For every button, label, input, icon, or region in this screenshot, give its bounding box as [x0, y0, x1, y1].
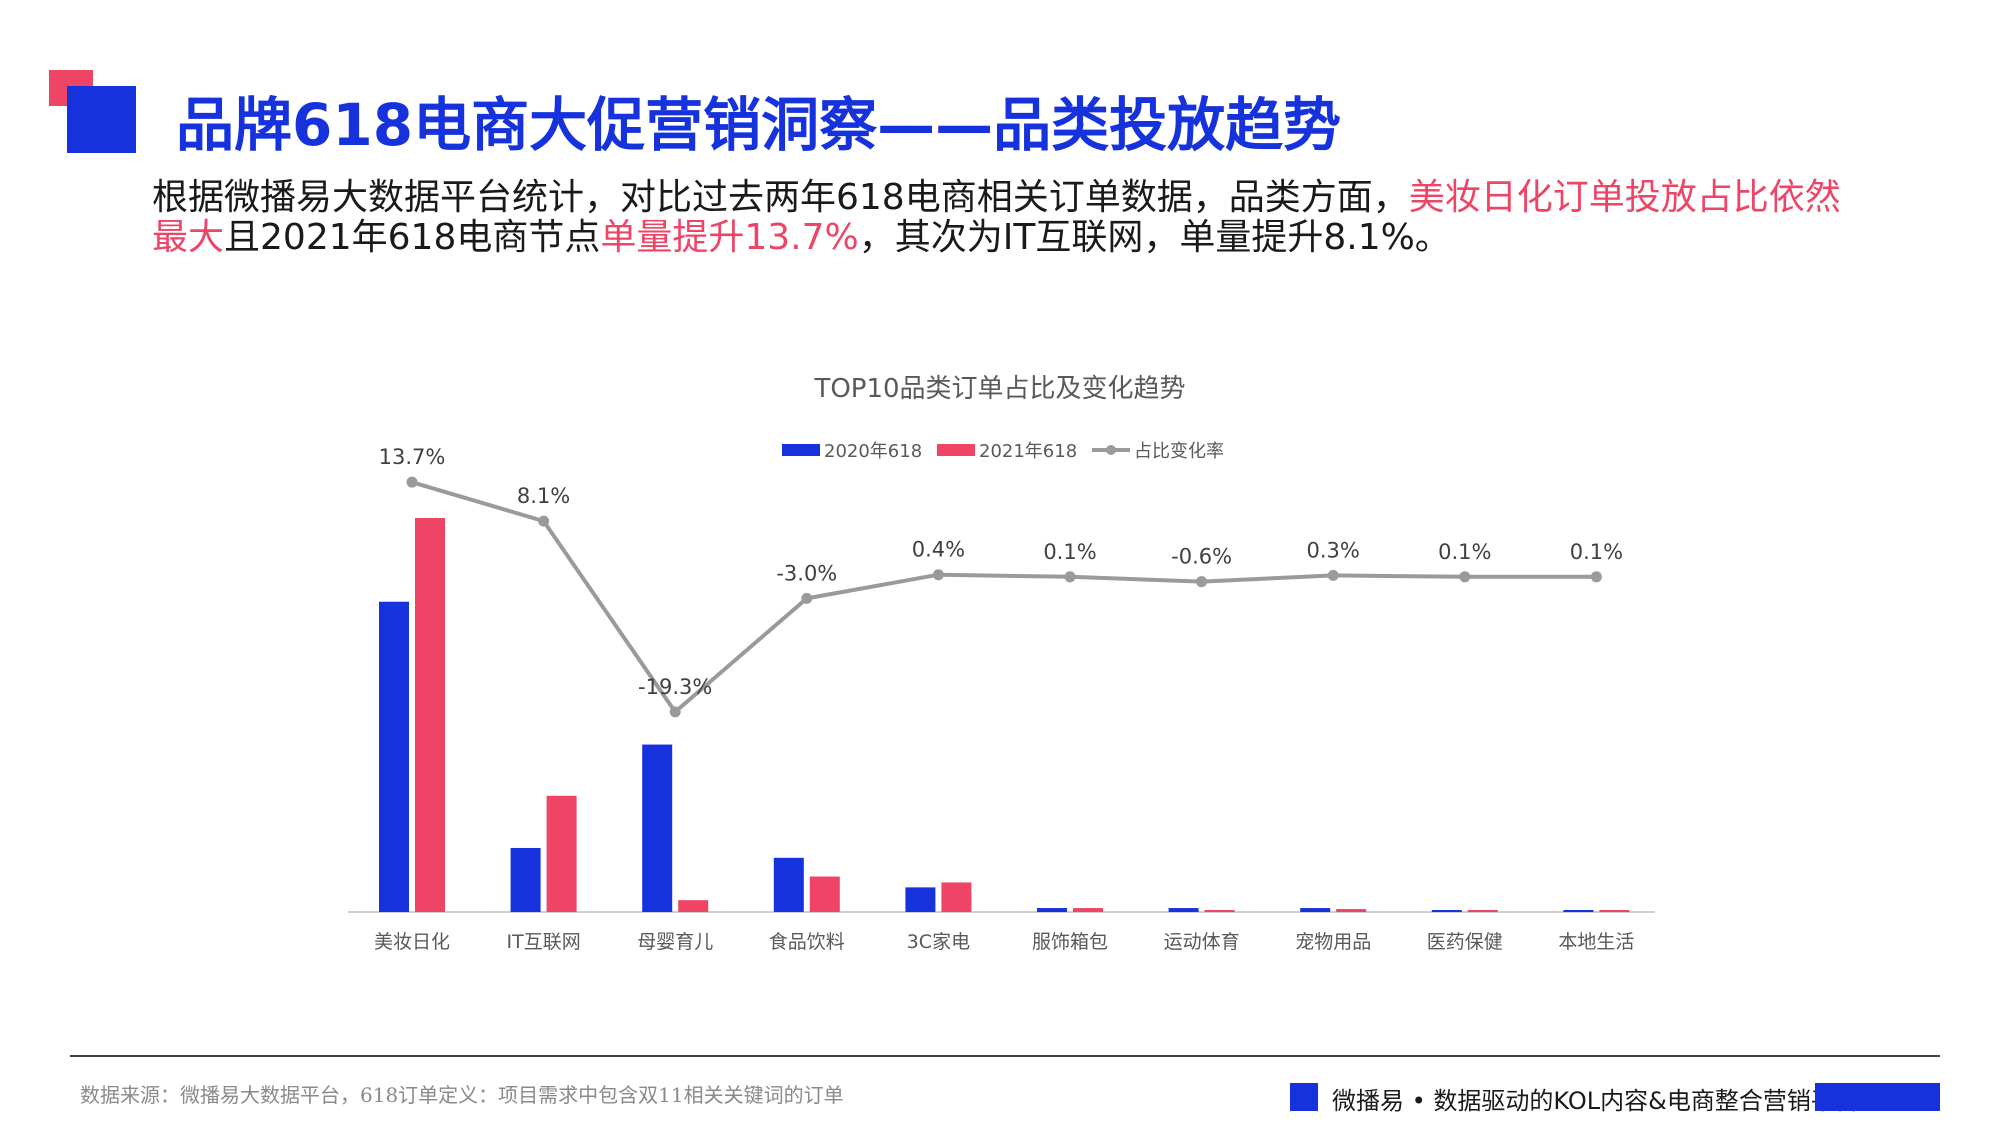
- change-rate-line: [411, 480, 1597, 714]
- legend-swatch-1: [782, 444, 820, 456]
- bar-2021-8: [1336, 909, 1367, 912]
- change-rate-label-6: 0.1%: [1043, 540, 1096, 564]
- change-rate-label-9: 0.1%: [1438, 540, 1491, 564]
- bar-2021-10: [1599, 910, 1630, 912]
- category-chart: TOP10品类订单占比及变化趋势 2020年618 2021年618 占比变化率美妆日…: [348, 374, 1655, 953]
- bar-2021-3: [678, 900, 709, 912]
- x-tick-label-9: 医药保健: [1427, 931, 1503, 953]
- bar-2021-5: [941, 882, 972, 912]
- change-rate-label-3: -19.3%: [638, 675, 712, 699]
- bar-2020-4: [773, 857, 804, 912]
- intro-text-3: ，其次为IT互联网，单量提升8.1%。: [858, 217, 1451, 258]
- x-tick-label-5: 3C家电: [907, 931, 970, 953]
- bar-2020-6: [1037, 908, 1067, 912]
- footer-brand-bar: [1815, 1083, 1940, 1111]
- intro-text-1: 根据微播易大数据平台统计，对比过去两年618电商相关订单数据，品类方面，: [152, 177, 1409, 218]
- bar-2020-8: [1300, 908, 1331, 912]
- legend-swatch-marker: [1106, 445, 1116, 455]
- x-tick-label-2: IT互联网: [506, 931, 580, 953]
- change-rate-point-1: [406, 476, 418, 488]
- change-rate-point-6: [1064, 571, 1076, 583]
- change-rate-label-2: 8.1%: [517, 484, 570, 508]
- bar-2021-2: [546, 795, 577, 912]
- title-decoration-blue: [67, 86, 136, 153]
- change-rate-label-5: 0.4%: [912, 538, 965, 562]
- bar-2021-7: [1204, 910, 1235, 912]
- change-rate-point-3: [669, 706, 681, 718]
- bar-2020-2: [510, 847, 541, 912]
- bar-2020-5: [905, 887, 936, 912]
- footer-divider: [70, 1055, 1940, 1057]
- intro-paragraph: 根据微播易大数据平台统计，对比过去两年618电商相关订单数据，品类方面，美妆日化…: [152, 178, 1852, 258]
- x-tick-label-8: 宠物用品: [1295, 931, 1371, 953]
- change-rate-label-1: 13.7%: [379, 445, 446, 469]
- bar-2021-6: [1073, 908, 1103, 912]
- change-rate-point-9: [1459, 571, 1471, 583]
- footer-tagline: 微播易 • 数据驱动的KOL内容&电商整合营销平台: [1332, 1087, 1859, 1115]
- legend-swatch-2: [937, 444, 975, 456]
- bar-2020-9: [1431, 910, 1462, 912]
- bar-2021-9: [1467, 910, 1498, 912]
- change-rate-point-8: [1327, 569, 1339, 581]
- change-rate-point-2: [538, 515, 550, 527]
- data-source-note: 数据来源：微播易大数据平台，618订单定义：项目需求中包含双11相关关键词的订单: [80, 1083, 844, 1107]
- bar-2020-7: [1168, 908, 1199, 912]
- x-tick-label-1: 美妆日化: [374, 931, 450, 953]
- intro-highlight-1: 美妆日化订单投放占比依然最大: [152, 177, 1841, 258]
- change-rate-label-7: -0.6%: [1171, 545, 1232, 569]
- bar-2020-3: [642, 744, 673, 912]
- x-tick-label-7: 运动体育: [1164, 931, 1240, 953]
- footer-brand-square: [1290, 1083, 1318, 1111]
- change-rate-label-8: 0.3%: [1307, 538, 1360, 562]
- change-rate-label-4: -3.0%: [776, 561, 837, 585]
- bar-2020-10: [1563, 910, 1594, 912]
- change-rate-label-10: 0.1%: [1570, 540, 1623, 564]
- bar-2021-1: [415, 518, 445, 912]
- x-tick-label-4: 食品饮料: [769, 931, 845, 953]
- bar-2021-4: [809, 876, 840, 912]
- x-tick-label-3: 母婴育儿: [637, 931, 713, 953]
- x-tick-label-6: 服饰箱包: [1032, 931, 1108, 953]
- legend-label-3: 占比变化率: [1134, 441, 1224, 462]
- bar-2020-1: [379, 601, 409, 912]
- chart-title: TOP10品类订单占比及变化趋势: [813, 374, 1185, 404]
- intro-text-2: 且2021年618电商节点: [224, 217, 601, 258]
- change-rate-point-10: [1590, 571, 1602, 583]
- x-tick-label-10: 本地生活: [1558, 931, 1634, 953]
- change-rate-point-7: [1196, 576, 1208, 588]
- legend-label-1: 2020年618: [824, 441, 922, 462]
- page-title: 品牌618电商大促营销洞察——品类投放趋势: [176, 91, 1342, 159]
- change-rate-point-4: [801, 592, 813, 604]
- intro-highlight-2: 单量提升13.7%: [600, 217, 859, 258]
- legend-label-2: 2021年618: [979, 441, 1077, 462]
- change-rate-point-5: [932, 569, 944, 581]
